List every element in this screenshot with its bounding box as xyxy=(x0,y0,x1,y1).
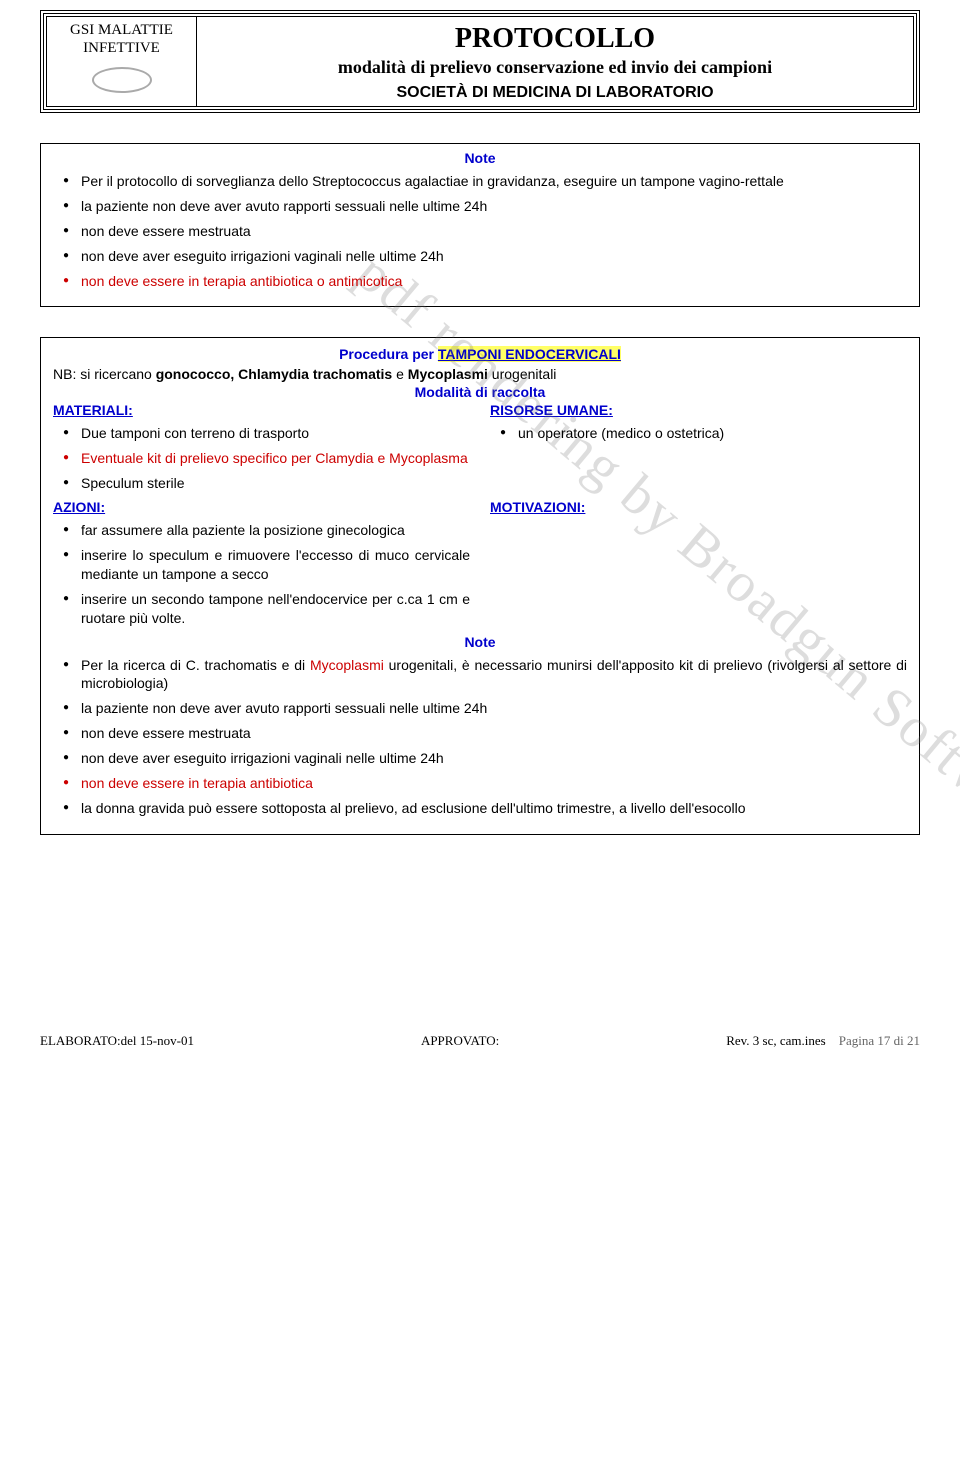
list-item: non deve essere mestruata xyxy=(59,724,907,743)
list-item: la paziente non deve aver avuto rapporti… xyxy=(59,699,907,718)
list-item: Due tamponi con terreno di trasporto xyxy=(59,424,470,443)
procedure-box: Procedura per TAMPONI ENDOCERVICALI NB: … xyxy=(40,337,920,834)
footer-rev: Rev. 3 sc, cam.ines xyxy=(726,1033,826,1048)
doc-society: SOCIETÀ DI MEDICINA DI LABORATORIO xyxy=(205,84,905,102)
motivazioni-label: MOTIVAZIONI: xyxy=(490,499,907,515)
list-item: inserire un secondo tampone nell'endocer… xyxy=(59,590,470,628)
risorse-label: RISORSE UMANE: xyxy=(490,402,907,418)
page-footer: ELABORATO:del 15-nov-01 APPROVATO: Rev. … xyxy=(40,1033,920,1049)
list-item: inserire lo speculum e rimuovere l'ecces… xyxy=(59,546,470,584)
footer-page: Pagina 17 di 21 xyxy=(839,1033,920,1048)
note-title-2: Note xyxy=(53,634,907,650)
org-name: GSI MALATTIE INFETTIVE xyxy=(55,21,188,57)
logo-ring-icon xyxy=(92,67,152,93)
materiali-label: MATERIALI: xyxy=(53,402,470,418)
list-item: non deve essere mestruata xyxy=(59,222,907,241)
list-item: non deve essere in terapia antibiotica xyxy=(59,774,907,793)
list-item: non deve essere in terapia antibiotica o… xyxy=(59,272,907,291)
list-item: la donna gravida può essere sottoposta a… xyxy=(59,799,907,818)
risorse-list: un operatore (medico o ostetrica) xyxy=(490,424,907,443)
procedure-title: Procedura per TAMPONI ENDOCERVICALI xyxy=(53,346,907,362)
note-list-1: Per il protocollo di sorveglianza dello … xyxy=(53,172,907,290)
azioni-label: AZIONI: xyxy=(53,499,470,515)
doc-title: PROTOCOLLO xyxy=(205,23,905,55)
list-item: Per la ricerca di C. trachomatis e di My… xyxy=(59,656,907,694)
note-title: Note xyxy=(53,150,907,166)
modalita-title: Modalità di raccolta xyxy=(53,384,907,400)
document-header: GSI MALATTIE INFETTIVE PROTOCOLLO modali… xyxy=(40,10,920,113)
azioni-list: far assumere alla paziente la posizione … xyxy=(53,521,470,627)
footer-approvato: APPROVATO: xyxy=(421,1033,499,1049)
list-item: un operatore (medico o ostetrica) xyxy=(496,424,907,443)
list-item: far assumere alla paziente la posizione … xyxy=(59,521,470,540)
list-item: la paziente non deve aver avuto rapporti… xyxy=(59,197,907,216)
note-box-1: Note Per il protocollo di sorveglianza d… xyxy=(40,143,920,307)
footer-elaborato: ELABORATO:del 15-nov-01 xyxy=(40,1033,194,1049)
nb-line: NB: si ricercano gonococco, Chlamydia tr… xyxy=(53,366,907,382)
list-item: Per il protocollo di sorveglianza dello … xyxy=(59,172,907,191)
materiali-list: Due tamponi con terreno di trasporto Even… xyxy=(53,424,470,493)
list-item: Eventuale kit di prelievo specifico per … xyxy=(59,449,470,468)
list-item: non deve aver eseguito irrigazioni vagin… xyxy=(59,749,907,768)
doc-subtitle: modalità di prelievo conservazione ed in… xyxy=(205,57,905,78)
list-item: Speculum sterile xyxy=(59,474,470,493)
note-list-2: Per la ricerca di C. trachomatis e di My… xyxy=(53,656,907,818)
list-item: non deve aver eseguito irrigazioni vagin… xyxy=(59,247,907,266)
